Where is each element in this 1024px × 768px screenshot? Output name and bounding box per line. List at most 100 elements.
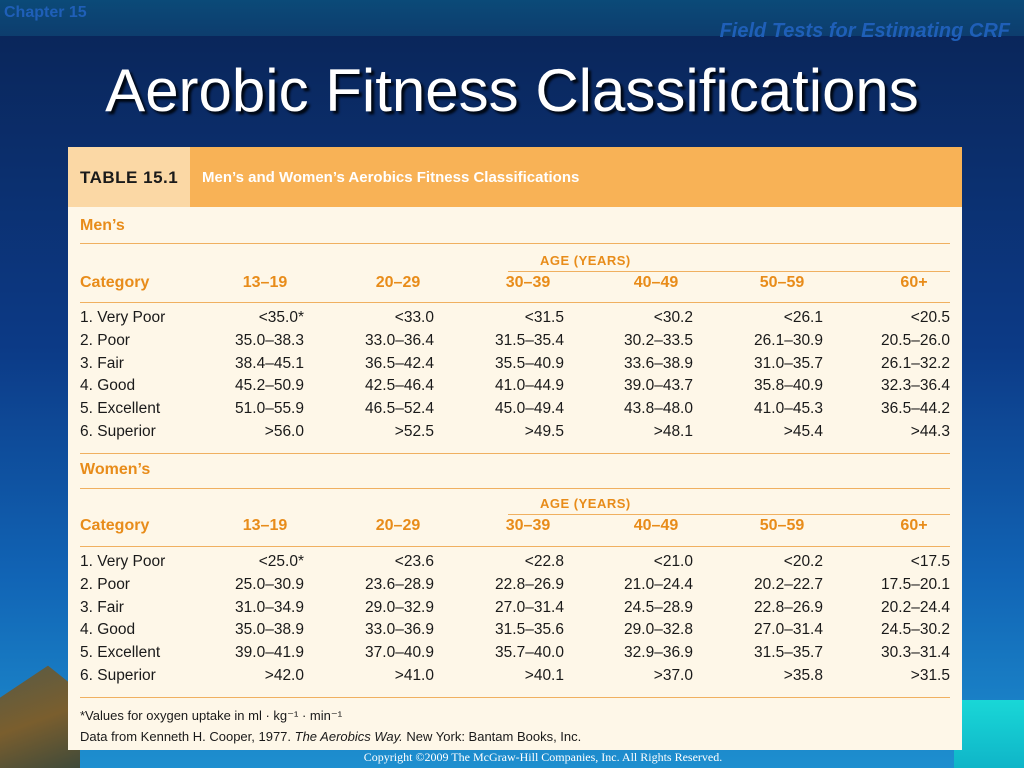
value-cell: 24.5–30.2 bbox=[881, 621, 950, 639]
value-cell: 32.3–36.4 bbox=[881, 377, 950, 395]
value-cell: 27.0–31.4 bbox=[495, 598, 564, 616]
age-header: AGE (YEARS) bbox=[540, 253, 631, 268]
value-cell: 33.0–36.4 bbox=[365, 331, 434, 349]
value-cell: 38.4–45.1 bbox=[235, 354, 304, 372]
value-cell: 35.7–40.0 bbox=[495, 644, 564, 662]
value-cell: 24.5–28.9 bbox=[624, 598, 693, 616]
category-cell: 2. Poor bbox=[80, 575, 130, 593]
category-header: Category bbox=[80, 274, 150, 291]
category-cell: 2. Poor bbox=[80, 331, 130, 349]
value-cell: 33.6–38.9 bbox=[624, 354, 693, 372]
value-cell: 30.2–33.5 bbox=[624, 331, 693, 349]
category-cell: 4. Good bbox=[80, 621, 136, 639]
value-cell: <33.0 bbox=[394, 309, 434, 326]
value-cell: 39.0–43.7 bbox=[624, 377, 693, 395]
value-cell: 31.5–35.6 bbox=[495, 621, 564, 639]
divider bbox=[80, 546, 950, 547]
divider bbox=[80, 697, 950, 698]
age-column-header: 13–19 bbox=[242, 517, 288, 534]
age-column-header: 40–49 bbox=[633, 274, 679, 291]
value-cell: 41.0–45.3 bbox=[754, 400, 823, 418]
value-cell: 31.5–35.7 bbox=[754, 644, 823, 662]
value-cell: 36.5–42.4 bbox=[365, 354, 434, 372]
value-cell: 45.0–49.4 bbox=[495, 400, 564, 418]
value-cell: >48.1 bbox=[653, 423, 693, 440]
value-cell: 43.8–48.0 bbox=[624, 400, 693, 418]
value-cell: 25.0–30.9 bbox=[235, 575, 304, 593]
value-cell: 20.5–26.0 bbox=[881, 331, 950, 349]
source-book-title: The Aerobics Way. bbox=[294, 729, 403, 744]
value-cell: 29.0–32.8 bbox=[624, 621, 693, 639]
value-cell: <25.0* bbox=[258, 553, 304, 570]
value-cell: 32.9–36.9 bbox=[624, 644, 693, 662]
value-cell: 22.8–26.9 bbox=[495, 575, 564, 593]
table-number: TABLE 15.1 bbox=[68, 147, 190, 207]
slide-title: Aerobic Fitness Classifications bbox=[105, 57, 919, 124]
value-cell: >42.0 bbox=[264, 667, 304, 684]
value-cell: <23.6 bbox=[394, 553, 434, 570]
source-text: Data from Kenneth H. Cooper, 1977. bbox=[80, 729, 295, 744]
category-cell: 3. Fair bbox=[80, 598, 124, 616]
value-cell: <20.5 bbox=[910, 309, 950, 326]
value-cell: 35.0–38.9 bbox=[235, 621, 304, 639]
divider bbox=[508, 271, 950, 272]
value-cell: 36.5–44.2 bbox=[881, 400, 950, 418]
category-cell: 6. Superior bbox=[80, 423, 156, 440]
age-column-header: 30–39 bbox=[505, 517, 551, 534]
age-column-header: 40–49 bbox=[633, 517, 679, 534]
value-cell: 29.0–32.9 bbox=[365, 598, 434, 616]
value-cell: <30.2 bbox=[653, 309, 693, 326]
value-cell: <26.1 bbox=[783, 309, 823, 326]
decorative-water bbox=[954, 700, 1024, 768]
value-cell: <22.8 bbox=[524, 553, 564, 570]
value-cell: <35.0* bbox=[258, 309, 304, 326]
value-cell: 51.0–55.9 bbox=[235, 400, 304, 418]
value-cell: 37.0–40.9 bbox=[365, 644, 434, 662]
divider bbox=[80, 243, 950, 244]
value-cell: 35.0–38.3 bbox=[235, 331, 304, 349]
footnote-source: Data from Kenneth H. Cooper, 1977. The A… bbox=[80, 729, 581, 744]
fitness-table: TABLE 15.1 Men’s and Women’s Aerobics Fi… bbox=[68, 147, 962, 750]
category-cell: 5. Excellent bbox=[80, 400, 161, 418]
value-cell: 31.5–35.4 bbox=[495, 331, 564, 349]
age-column-header: 13–19 bbox=[242, 274, 288, 291]
value-cell: 20.2–22.7 bbox=[754, 575, 823, 593]
value-cell: >35.8 bbox=[783, 667, 823, 684]
age-header: AGE (YEARS) bbox=[540, 496, 631, 511]
value-cell: 31.0–35.7 bbox=[754, 354, 823, 372]
value-cell: 31.0–34.9 bbox=[235, 598, 304, 616]
value-cell: 20.2–24.4 bbox=[881, 598, 950, 616]
table-body: Men’s AGE (YEARS) Category 13–19 20–29 30–3… bbox=[68, 207, 962, 750]
footnote-units: *Values for oxygen uptake in ml · kg⁻¹ ·… bbox=[80, 708, 343, 723]
divider bbox=[80, 488, 950, 489]
value-cell: >31.5 bbox=[910, 667, 950, 684]
section-header: Field Tests for Estimating CRF bbox=[719, 20, 1010, 42]
chapter-label: Chapter 15 bbox=[4, 4, 87, 21]
value-cell: >45.4 bbox=[783, 423, 823, 440]
age-column-header: 20–29 bbox=[375, 517, 421, 534]
category-cell: 1. Very Poor bbox=[80, 309, 166, 326]
value-cell: 26.1–32.2 bbox=[881, 354, 950, 372]
age-column-header: 50–59 bbox=[759, 517, 805, 534]
age-column-header: 50–59 bbox=[759, 274, 805, 291]
value-cell: >40.1 bbox=[524, 667, 564, 684]
value-cell: 27.0–31.4 bbox=[754, 621, 823, 639]
value-cell: >37.0 bbox=[653, 667, 693, 684]
divider bbox=[80, 302, 950, 303]
value-cell: >49.5 bbox=[524, 423, 564, 440]
value-cell: 33.0–36.9 bbox=[365, 621, 434, 639]
table-header: TABLE 15.1 Men’s and Women’s Aerobics Fi… bbox=[68, 147, 962, 207]
value-cell: <21.0 bbox=[653, 553, 693, 570]
divider bbox=[508, 514, 950, 515]
age-column-header: 30–39 bbox=[505, 274, 551, 291]
category-header: Category bbox=[80, 517, 150, 534]
women-section-label: Women’s bbox=[80, 461, 151, 478]
category-cell: 3. Fair bbox=[80, 354, 124, 372]
value-cell: 22.8–26.9 bbox=[754, 598, 823, 616]
value-cell: 30.3–31.4 bbox=[881, 644, 950, 662]
men-section-label: Men’s bbox=[80, 217, 125, 234]
category-cell: 4. Good bbox=[80, 377, 136, 395]
age-column-header: 60+ bbox=[900, 517, 928, 534]
value-cell: >56.0 bbox=[264, 423, 304, 440]
divider bbox=[80, 453, 950, 454]
